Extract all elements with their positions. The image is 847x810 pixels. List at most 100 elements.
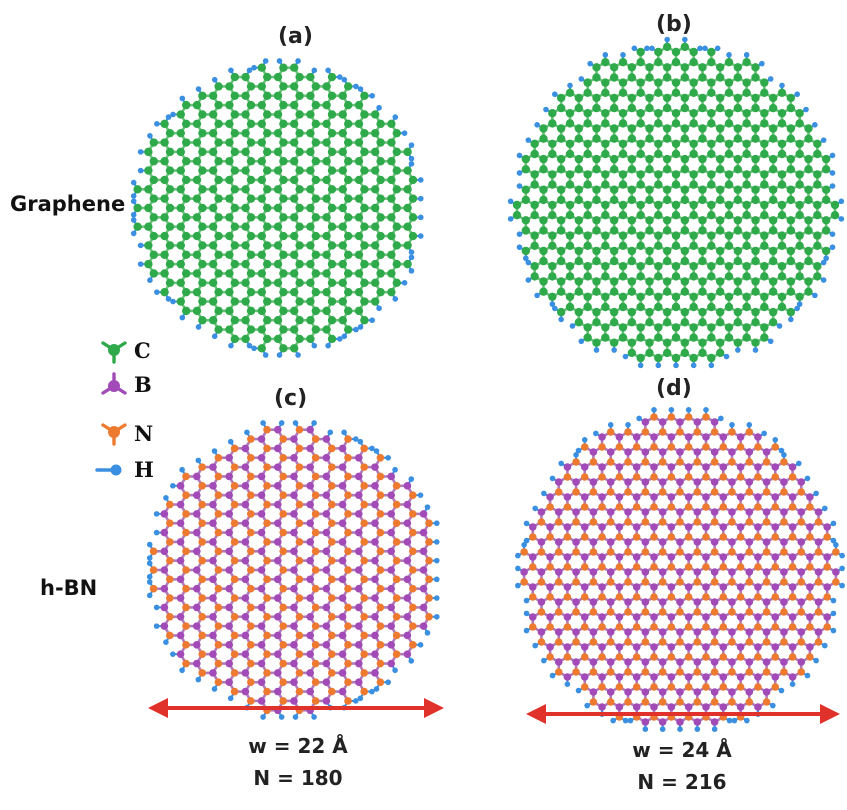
carbon-atom xyxy=(583,323,592,332)
nitrogen-atom xyxy=(166,631,174,640)
carbon-atom xyxy=(768,318,778,327)
carbon-atom xyxy=(592,216,601,225)
carbon-atom xyxy=(601,241,610,250)
boron-atom xyxy=(306,538,315,546)
hydrogen-atom xyxy=(726,52,732,58)
carbon-atom xyxy=(618,78,628,87)
hydrogen-atom xyxy=(146,555,153,561)
carbon-atom xyxy=(821,216,831,225)
lattice-atoms xyxy=(133,63,418,353)
carbon-atom xyxy=(338,147,347,157)
hydrogen-atom xyxy=(357,324,364,330)
boron-atom xyxy=(403,650,412,658)
carbon-atom xyxy=(698,63,707,72)
carbon-atom xyxy=(645,226,654,235)
nitrogen-atom xyxy=(263,575,271,584)
hydrogen-atom xyxy=(743,52,750,58)
carbon-atom xyxy=(392,203,401,213)
boron-atom xyxy=(306,594,315,602)
carbon-atom xyxy=(408,231,418,241)
nitrogen-atom xyxy=(344,641,352,649)
hydrogen-atom xyxy=(424,630,431,636)
hydrogen-atom xyxy=(516,231,523,237)
carbon-atom xyxy=(654,200,663,210)
carbon-atom xyxy=(230,222,239,231)
hydrogen-atom xyxy=(631,45,638,52)
carbon-atom xyxy=(662,124,672,133)
nitrogen-atom xyxy=(328,482,336,490)
carbon-atom xyxy=(295,166,304,175)
hydrogen-atom xyxy=(408,155,415,162)
hydrogen-atom xyxy=(829,183,836,189)
carbon-atom xyxy=(680,185,690,194)
boron-atom xyxy=(290,584,298,593)
carbon-atom xyxy=(768,277,778,286)
carbon-atom xyxy=(556,277,566,286)
carbon-atom xyxy=(601,302,610,312)
lattice-atoms xyxy=(149,425,433,715)
carbon-atom xyxy=(263,72,272,82)
nitrogen-atom xyxy=(344,622,352,630)
carbon-atom xyxy=(654,109,663,118)
carbon-atom xyxy=(786,165,796,174)
carbon-atom xyxy=(583,211,592,220)
boron-atom xyxy=(160,528,169,537)
carbon-atom xyxy=(609,93,619,103)
carbon-atom xyxy=(751,338,760,347)
carbon-atom xyxy=(698,195,707,205)
carbon-atom xyxy=(565,109,575,118)
carbon-atom xyxy=(290,157,299,166)
carbon-atom xyxy=(662,42,672,52)
boron-atom xyxy=(355,622,363,630)
hydrogen-atom xyxy=(507,198,514,205)
carbon-atom xyxy=(225,306,234,316)
carbon-atom xyxy=(209,203,218,213)
boron-atom xyxy=(176,575,185,584)
carbon-atom xyxy=(804,287,813,296)
hydrogen-atom xyxy=(558,460,564,467)
hydrogen-atom xyxy=(353,83,359,90)
carbon-atom xyxy=(263,222,272,231)
carbon-atom xyxy=(689,231,698,240)
boron-atom xyxy=(274,538,282,546)
nitrogen-atom xyxy=(166,538,174,546)
carbon-atom xyxy=(198,278,207,288)
carbon-atom xyxy=(715,185,725,194)
carbon-atom xyxy=(627,154,637,164)
hydrogen-atom xyxy=(246,342,253,349)
boron-atom xyxy=(274,631,282,640)
hydrogen-atom xyxy=(673,362,679,369)
carbon-atom xyxy=(322,138,331,147)
carbon-atom xyxy=(338,259,347,269)
hydrogen-atom xyxy=(376,305,382,312)
carbon-atom xyxy=(733,93,743,103)
nitrogen-atom xyxy=(376,678,385,687)
carbon-atom xyxy=(290,325,299,334)
hydrogen-atom xyxy=(567,82,573,89)
hydrogen-atom xyxy=(146,592,153,599)
nitrogen-atom xyxy=(295,575,304,584)
nitrogen-atom xyxy=(409,547,417,556)
carbon-atom xyxy=(795,272,804,281)
carbon-atom xyxy=(306,110,315,119)
carbon-atom xyxy=(160,250,169,259)
carbon-atom xyxy=(225,250,234,259)
carbon-atom xyxy=(192,138,202,147)
carbon-atom xyxy=(795,109,804,118)
carbon-atom xyxy=(742,170,751,179)
hydrogen-atom xyxy=(543,106,549,113)
carbon-atom xyxy=(689,47,698,57)
carbon-atom xyxy=(786,154,796,164)
boron-atom xyxy=(241,650,250,658)
hydrogen-atom xyxy=(336,74,343,80)
lattice-atoms xyxy=(512,42,840,363)
hydrogen-atom xyxy=(690,362,697,369)
boron-atom xyxy=(176,500,185,509)
hydrogen-atom xyxy=(714,45,721,52)
hydrogen-atom xyxy=(401,280,408,286)
carbon-atom xyxy=(724,139,734,148)
carbon-atom xyxy=(182,157,191,166)
carbon-atom xyxy=(671,200,681,210)
carbon-atom xyxy=(645,277,654,286)
carbon-atom xyxy=(742,119,751,128)
